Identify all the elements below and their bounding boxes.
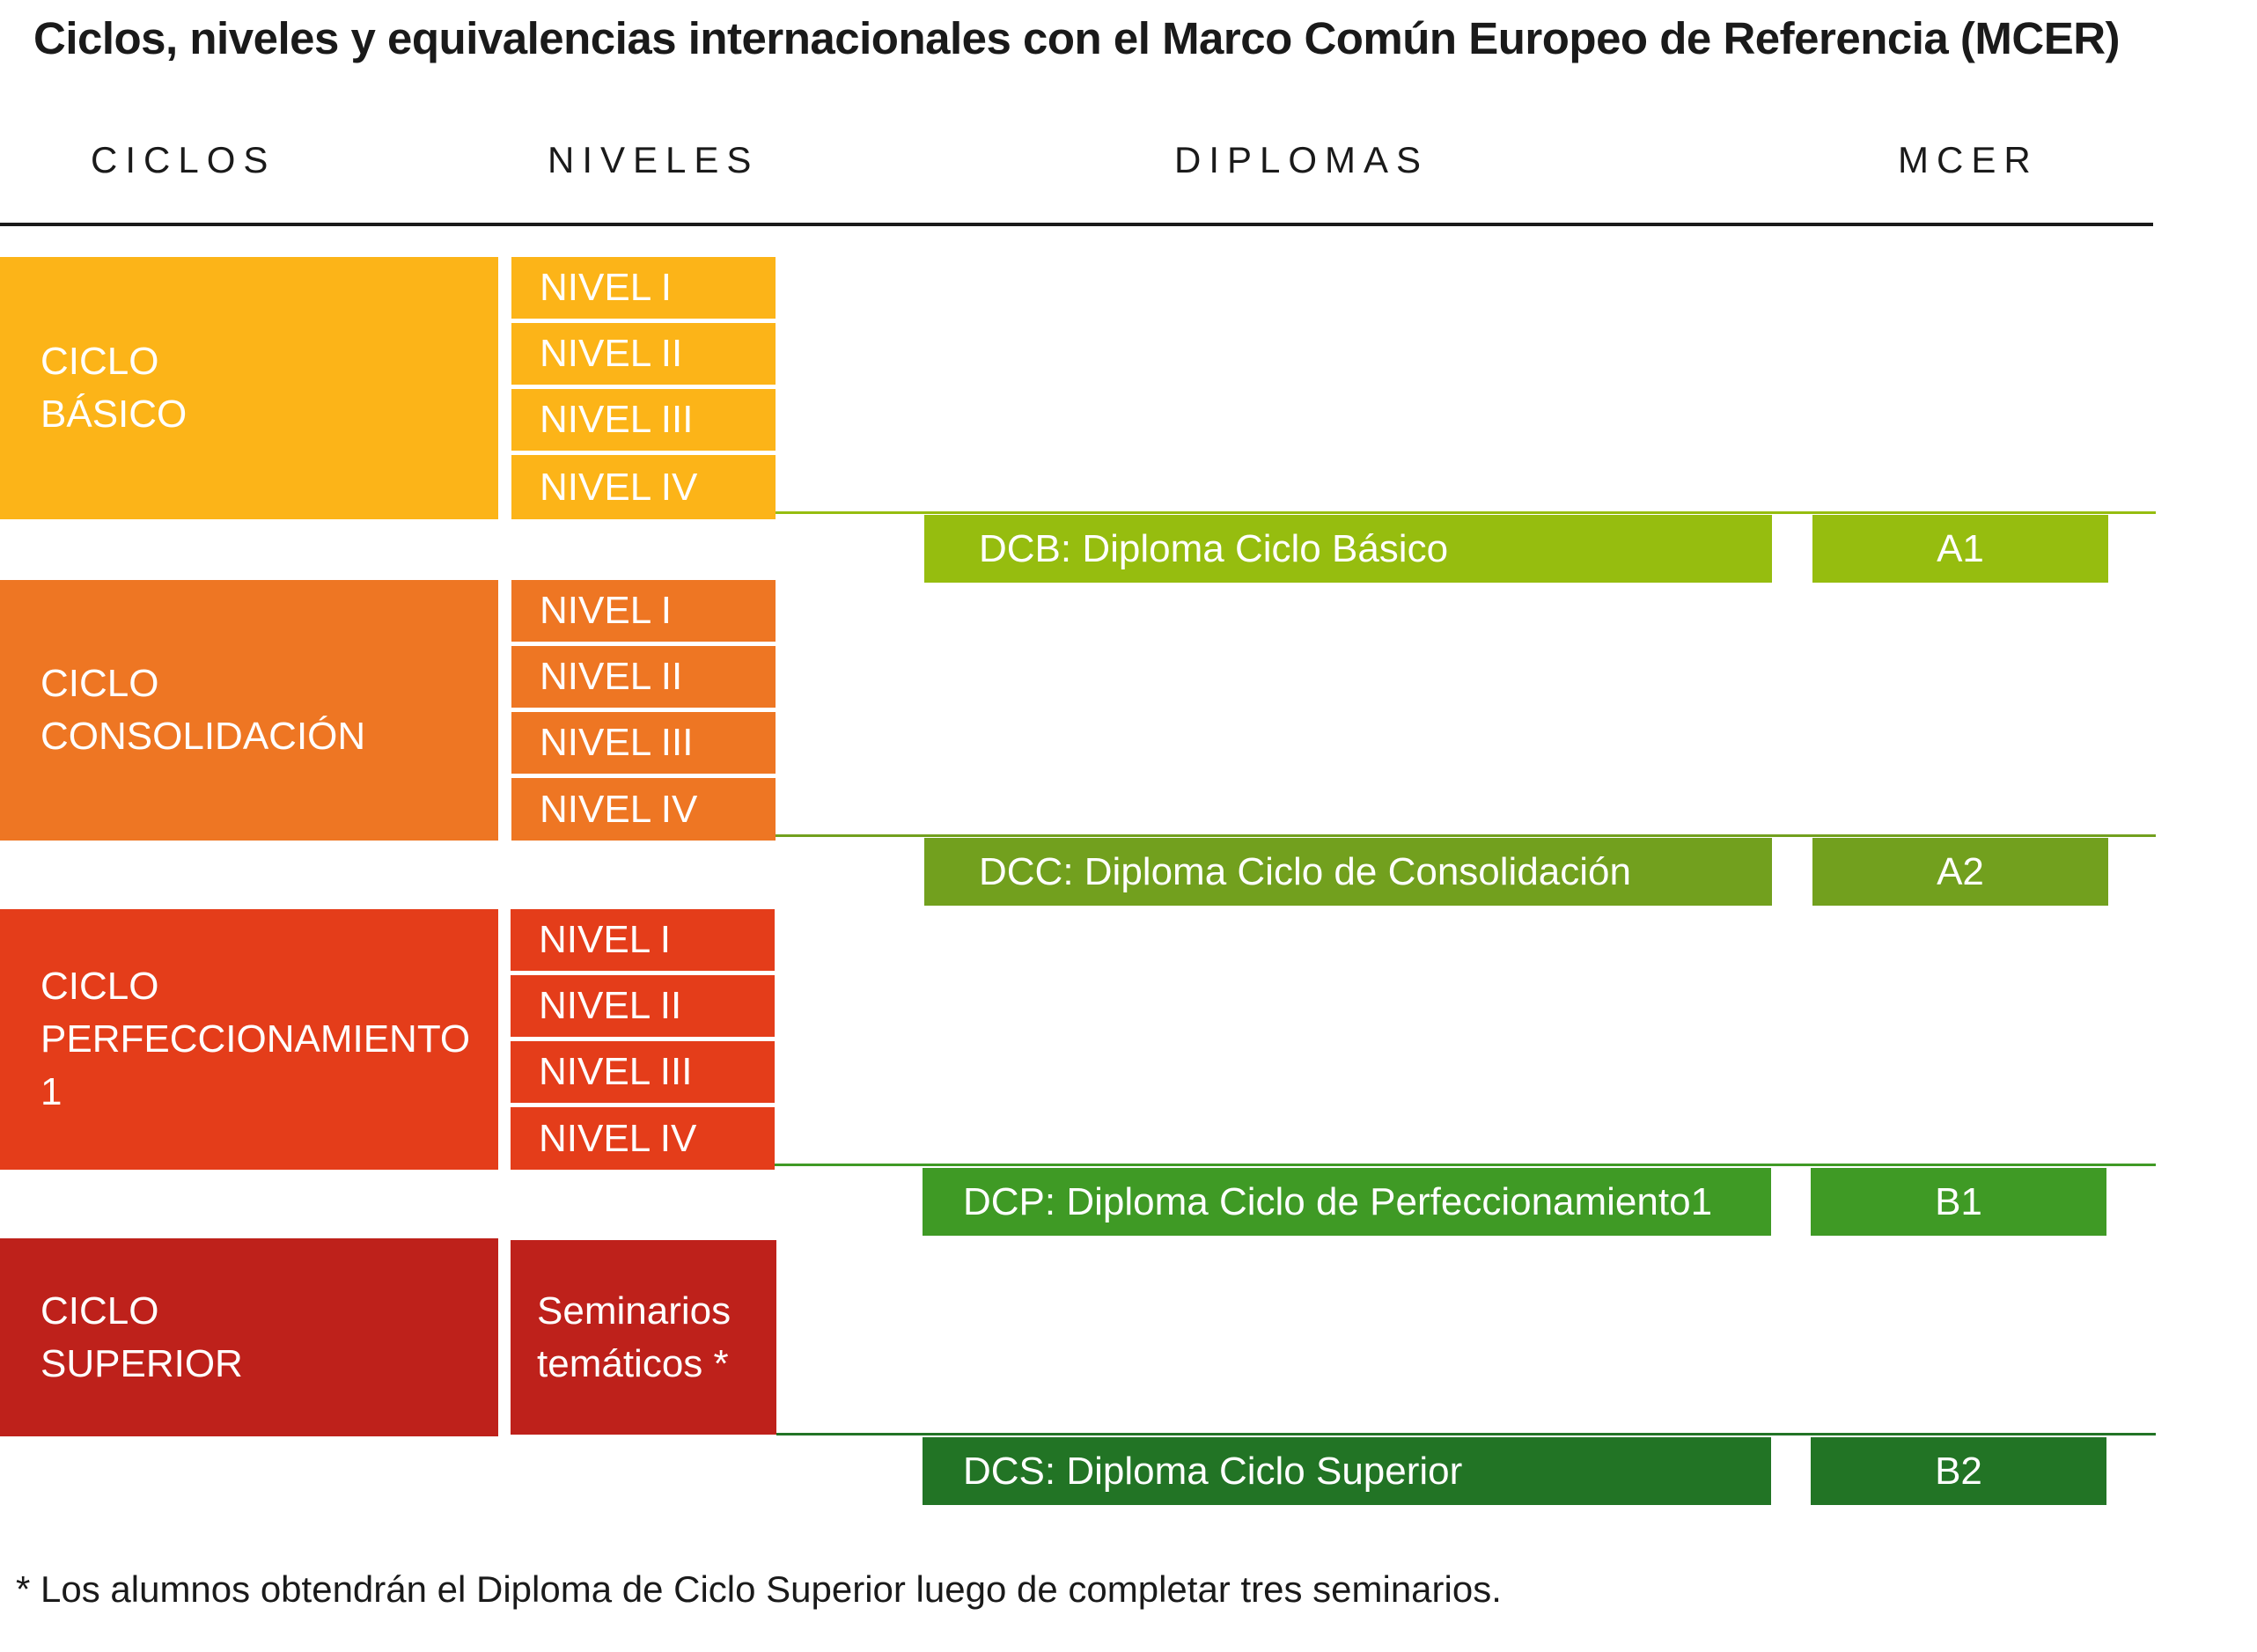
divider-superior: [776, 1433, 2156, 1435]
level-consolidacion-3: NIVEL III: [511, 712, 776, 774]
level-perfeccionamiento-3: NIVEL III: [511, 1041, 775, 1103]
diploma-dcc: DCC: Diploma Ciclo de Consolidación: [924, 838, 1772, 906]
page-title: Ciclos, niveles y equivalencias internac…: [33, 13, 2121, 63]
cycle-perfeccionamiento-label-2: PERFECCIONAMIENTO 1: [40, 1017, 471, 1113]
level-consolidacion-1: NIVEL I: [511, 580, 776, 642]
mcer-a1: A1: [1812, 515, 2108, 583]
mcer-b1: B1: [1811, 1168, 2106, 1236]
divider-consolidacion: [776, 834, 2156, 837]
divider-basico: [776, 511, 2156, 514]
level-basico-1: NIVEL I: [511, 257, 776, 319]
level-perfeccionamiento-4: NIVEL IV: [511, 1107, 775, 1170]
mcer-a2: A2: [1812, 838, 2108, 906]
cycle-basico-label-2: BÁSICO: [40, 393, 187, 436]
level-consolidacion-4: NIVEL IV: [511, 778, 776, 841]
header-divider: [0, 223, 2153, 226]
cycle-perfeccionamiento-label-1: CICLO: [40, 965, 159, 1008]
cycle-superior-box: CICLO SUPERIOR: [0, 1238, 498, 1436]
mcer-b2: B2: [1811, 1437, 2106, 1505]
header-mcer: MCER: [1898, 139, 2039, 180]
cycle-consolidacion-label-2: CONSOLIDACIÓN: [40, 715, 366, 758]
level-perfeccionamiento-1: NIVEL I: [511, 909, 775, 971]
cycle-basico-label-1: CICLO: [40, 340, 159, 383]
divider-perfeccionamiento: [775, 1164, 2156, 1166]
seminarios-label-1: Seminarios: [537, 1289, 732, 1333]
level-perfeccionamiento-2: NIVEL II: [511, 975, 775, 1037]
cycle-consolidacion-label-1: CICLO: [40, 662, 159, 705]
level-basico-3: NIVEL III: [511, 389, 776, 451]
seminarios-label-2: temáticos *: [537, 1341, 729, 1385]
level-basico-2: NIVEL II: [511, 323, 776, 385]
cycle-basico-box: CICLO BÁSICO: [0, 257, 498, 519]
cycle-perfeccionamiento-box: CICLO PERFECCIONAMIENTO 1: [0, 909, 498, 1170]
diploma-dcs: DCS: Diploma Ciclo Superior: [923, 1437, 1771, 1505]
footnote: * Los alumnos obtendrán el Diploma de Ci…: [16, 1568, 1502, 1610]
seminarios-cell: Seminarios temáticos *: [511, 1240, 776, 1435]
cycle-consolidacion-box: CICLO CONSOLIDACIÓN: [0, 580, 498, 841]
header-diplomas: DIPLOMAS: [1174, 139, 1430, 180]
header-niveles: NIVELES: [548, 139, 760, 180]
diploma-dcp: DCP: Diploma Ciclo de Perfeccionamiento1: [923, 1168, 1771, 1236]
diploma-dcb: DCB: Diploma Ciclo Básico: [924, 515, 1772, 583]
header-ciclos: CICLOS: [91, 139, 276, 180]
level-consolidacion-2: NIVEL II: [511, 646, 776, 708]
cycle-superior-label-2: SUPERIOR: [40, 1341, 243, 1385]
level-basico-4: NIVEL IV: [511, 455, 776, 519]
cycle-superior-label-1: CICLO: [40, 1289, 159, 1333]
